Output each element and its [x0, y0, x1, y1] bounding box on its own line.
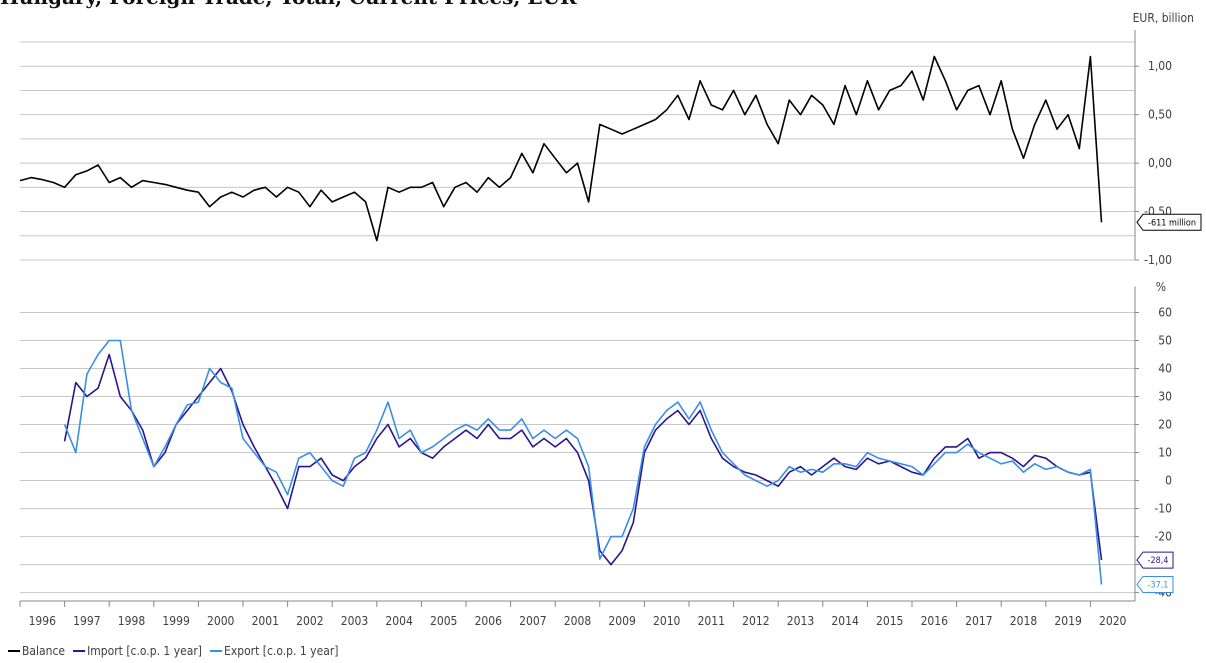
y-tick-label: 60 — [1158, 306, 1172, 320]
x-tick-label: 1999 — [162, 614, 190, 628]
legend-label: Balance — [22, 644, 65, 658]
y-tick-label: -1,00 — [1144, 253, 1172, 267]
legend-item: Export [c.o.p. 1 year] — [210, 644, 338, 658]
chart-title: Hungary, Foreign Trade, Total, Current P… — [0, 0, 577, 9]
legend-item: Import [c.o.p. 1 year] — [73, 644, 202, 658]
y-tick-label: -10 — [1154, 502, 1172, 516]
x-tick-label: 2003 — [341, 614, 368, 628]
y-tick-label: 50 — [1158, 334, 1172, 348]
x-tick-label: 2001 — [252, 614, 279, 628]
y-tick-label: 30 — [1158, 390, 1172, 404]
x-tick-label: 1997 — [73, 614, 100, 628]
series-line — [19, 55, 1103, 242]
x-tick-label: 2013 — [787, 614, 814, 628]
x-tick-label: 2006 — [475, 614, 503, 628]
x-tick-label: 2016 — [921, 614, 949, 628]
x-tick-label: 2004 — [385, 614, 413, 628]
annotation-box — [1136, 575, 1174, 593]
y-tick-label: 0 — [1165, 474, 1172, 488]
annotation-box — [1136, 213, 1202, 231]
x-tick-label: 2008 — [564, 614, 592, 628]
x-tick-label: 2018 — [1010, 614, 1038, 628]
x-tick-label: 1998 — [118, 614, 146, 628]
annotation: -37,1 — [1136, 575, 1174, 593]
x-tick-label: 2017 — [965, 614, 992, 628]
legend-label: Export [c.o.p. 1 year] — [224, 644, 338, 658]
x-tick-label: 2015 — [876, 614, 903, 628]
annotation-text: -611 million — [1148, 218, 1196, 228]
x-tick-label: 2002 — [296, 614, 323, 628]
y-tick-label: 20 — [1158, 418, 1172, 432]
x-tick-label: 1996 — [29, 614, 57, 628]
annotation: -28,4 — [1136, 551, 1174, 569]
x-tick-label: 2012 — [742, 614, 769, 628]
y-tick-label: 0,50 — [1148, 108, 1172, 122]
y-tick-label: 0,00 — [1148, 156, 1172, 170]
annotation: -611 million — [1136, 213, 1202, 231]
x-tick-label: 2010 — [653, 614, 681, 628]
y-tick-label: 10 — [1158, 446, 1172, 460]
annotation-text: -28,4 — [1148, 556, 1169, 566]
series-line — [63, 353, 1103, 566]
x-tick-label: 2019 — [1054, 614, 1082, 628]
x-tick-label: 2009 — [608, 614, 636, 628]
unit-label: % — [1156, 280, 1166, 294]
x-tick-label: 2014 — [831, 614, 859, 628]
y-tick-label: 1,00 — [1148, 59, 1172, 73]
x-tick-label: 2020 — [1099, 614, 1127, 628]
legend-item: Balance — [8, 644, 65, 658]
unit-label: EUR, billion — [1133, 11, 1194, 25]
series-line — [63, 339, 1103, 585]
annotation-text: -37,1 — [1148, 580, 1169, 590]
annotation-box — [1136, 551, 1174, 569]
x-tick-label: 2011 — [698, 614, 725, 628]
y-tick-label: -20 — [1154, 530, 1172, 544]
x-tick-label: 2000 — [207, 614, 235, 628]
x-tick-label: 2005 — [430, 614, 457, 628]
y-tick-label: 40 — [1158, 362, 1172, 376]
legend-label: Import [c.o.p. 1 year] — [87, 644, 202, 658]
x-tick-label: 2007 — [519, 614, 546, 628]
